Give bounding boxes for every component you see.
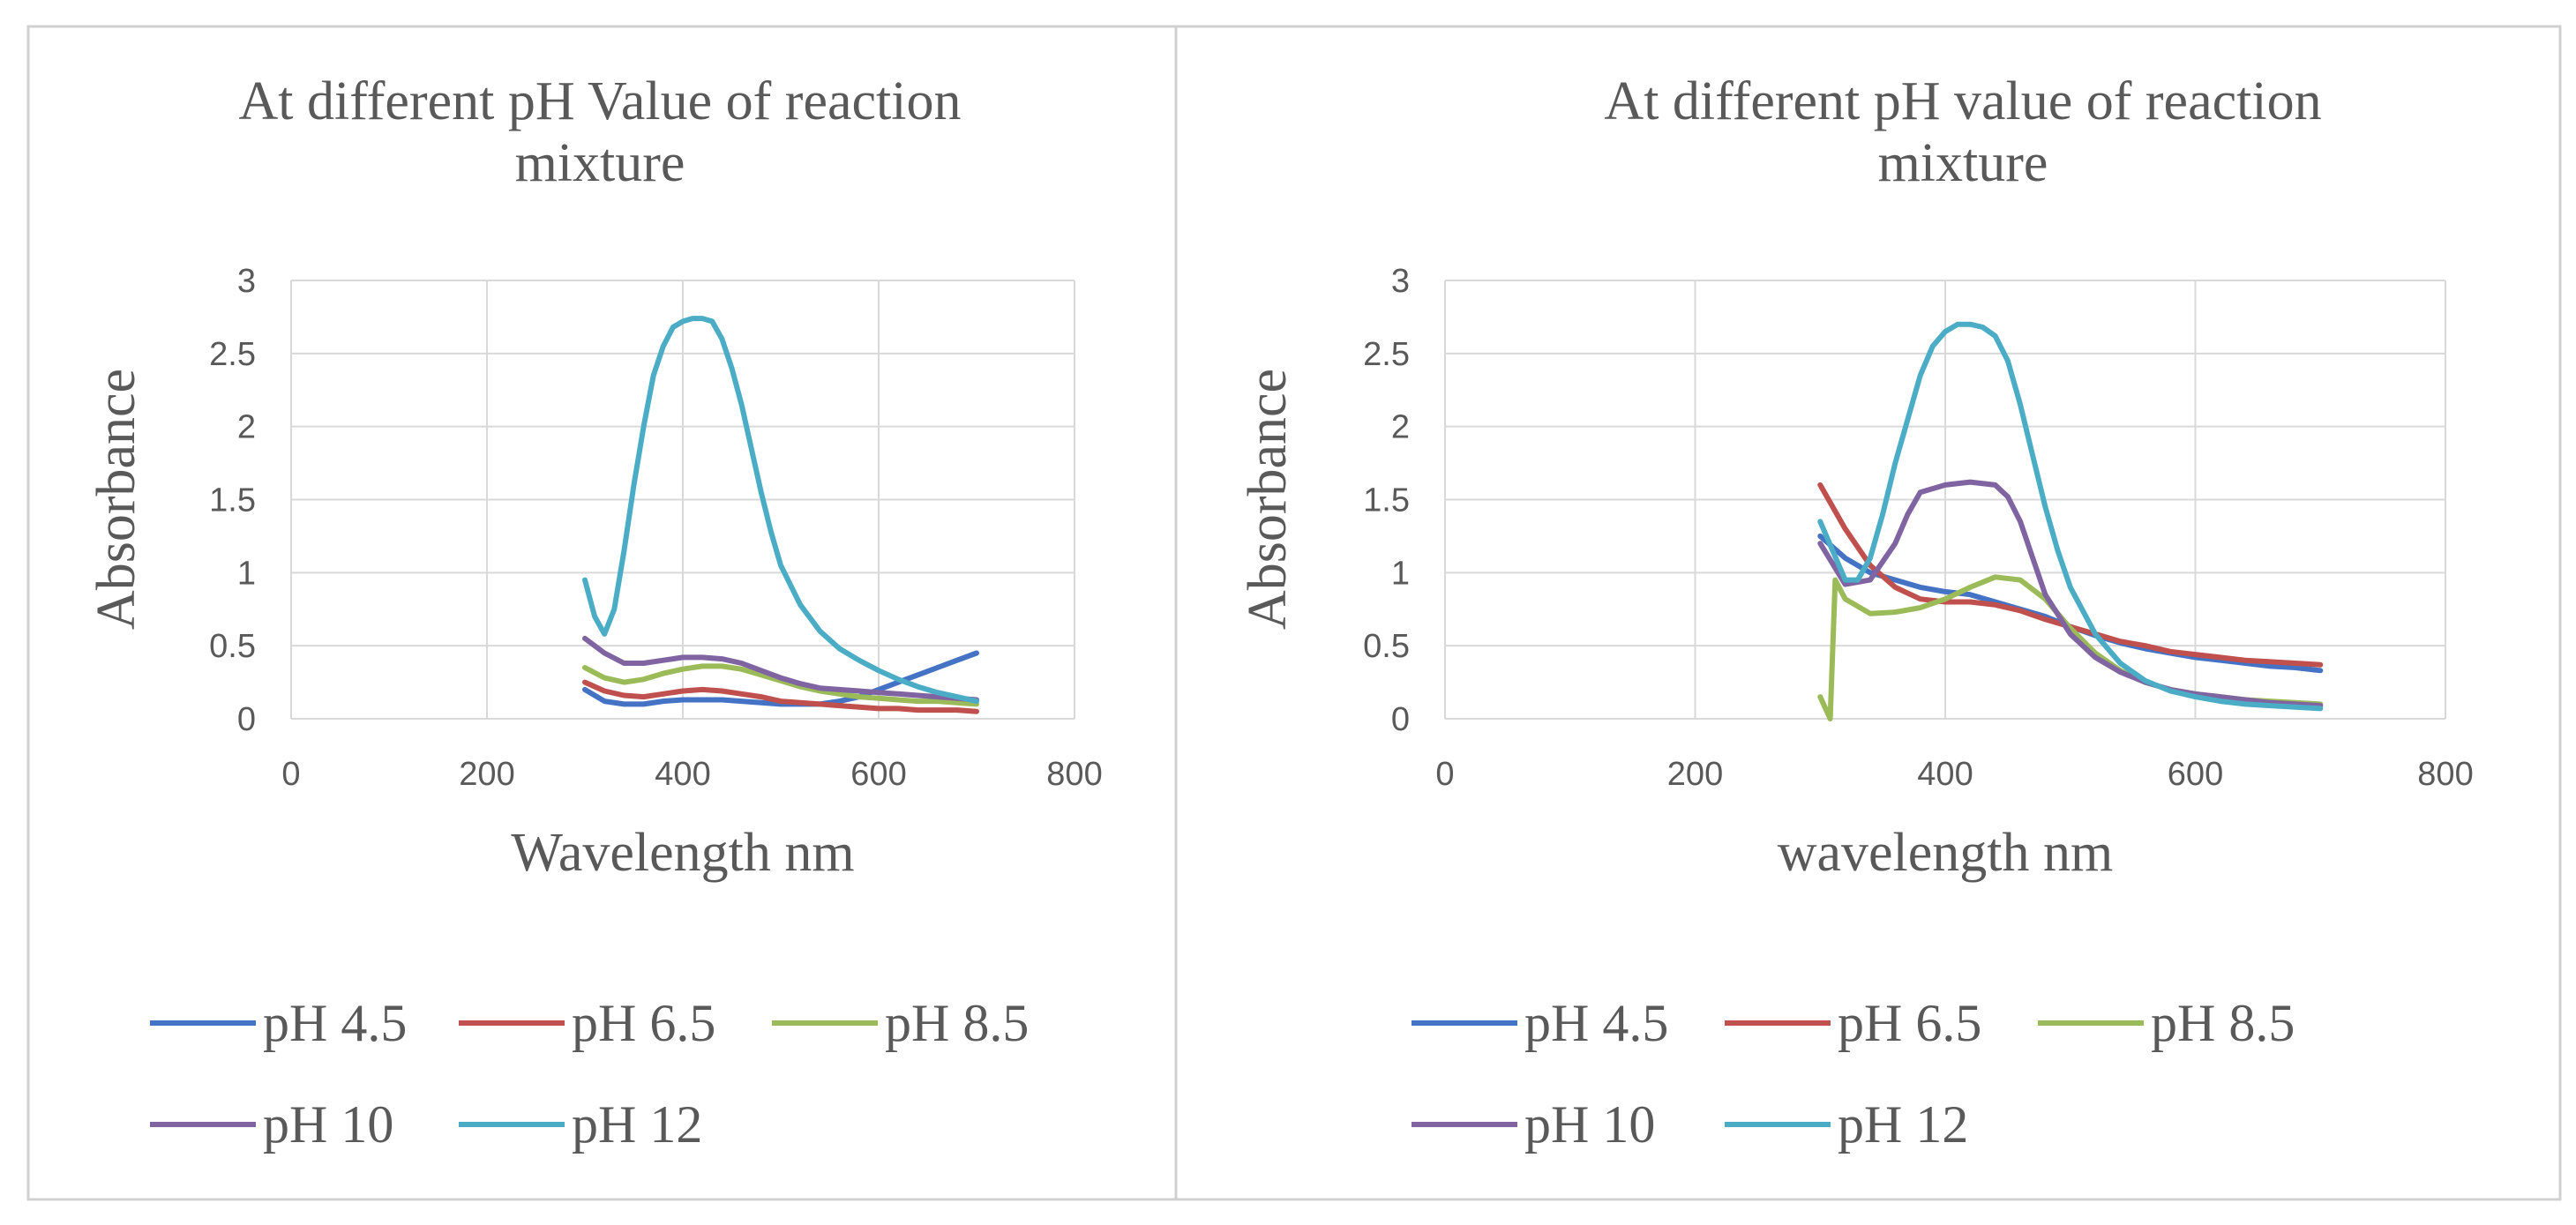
x-tick-label: 0 (281, 756, 300, 793)
x-tick-label: 600 (2168, 756, 2223, 793)
chart-title-line-2: mixture (1878, 133, 2048, 193)
y-tick-label: 1.5 (209, 482, 256, 519)
y-tick-label: 2 (1391, 409, 1410, 446)
chart-left: At different pH Value of reactionmixture… (86, 71, 1103, 1154)
y-tick-label: 1 (237, 555, 256, 592)
y-tick-label: 1 (1391, 555, 1410, 592)
y-tick-label: 2 (237, 409, 256, 446)
series-line-ph-4-5 (582, 650, 979, 707)
legend-label: pH 8.5 (885, 994, 1029, 1052)
series-line-ph-6-5 (582, 679, 979, 714)
y-axis-title: Absorbance (1238, 369, 1298, 630)
chart-title-line-2: mixture (515, 133, 685, 193)
y-tick-label: 2.5 (1363, 336, 1410, 373)
x-tick-label: 200 (459, 756, 514, 793)
series-line-ph-10 (1817, 479, 2324, 709)
legend-label: pH 4.5 (263, 994, 407, 1052)
y-tick-label: 2.5 (209, 336, 256, 373)
y-axis-title: Absorbance (86, 369, 146, 630)
series-line-ph-12 (582, 316, 979, 705)
y-tick-label: 3 (1391, 263, 1410, 300)
legend-label: pH 8.5 (2151, 994, 2295, 1052)
x-axis-title: Wavelength nm (511, 823, 854, 883)
y-tick-label: 0 (237, 701, 256, 738)
legend-label: pH 10 (1524, 1095, 1655, 1154)
figure-border (26, 25, 2562, 1201)
series-line-ph-10 (582, 635, 979, 703)
legend-label: pH 12 (572, 1095, 702, 1154)
x-axis-title: wavelength nm (1778, 823, 2114, 883)
legend-label: pH 4.5 (1524, 994, 1668, 1052)
x-tick-label: 0 (1435, 756, 1454, 793)
legend-label: pH 12 (1838, 1095, 1968, 1154)
legend-label: pH 6.5 (1838, 994, 1981, 1052)
legend-label: pH 10 (263, 1095, 393, 1154)
chart-right: At different pH value of reactionmixture… (1238, 71, 2474, 1154)
series-line-ph-8-5 (582, 663, 979, 707)
x-tick-label: 400 (655, 756, 710, 793)
y-tick-label: 1.5 (1363, 482, 1410, 519)
x-tick-label: 800 (1046, 756, 1102, 793)
x-tick-label: 200 (1667, 756, 1723, 793)
chart-title-line-1: At different pH value of reaction (1604, 71, 2321, 131)
y-tick-label: 0.5 (1363, 628, 1410, 665)
legend-label: pH 6.5 (572, 994, 715, 1052)
chart-title-line-1: At different pH Value of reaction (239, 71, 962, 131)
y-tick-label: 3 (237, 263, 256, 300)
y-tick-label: 0.5 (209, 628, 256, 665)
x-tick-label: 400 (1917, 756, 1973, 793)
x-tick-label: 600 (850, 756, 906, 793)
x-tick-label: 800 (2417, 756, 2473, 793)
series-line-ph-12 (1817, 321, 2324, 712)
y-tick-label: 0 (1391, 701, 1410, 738)
